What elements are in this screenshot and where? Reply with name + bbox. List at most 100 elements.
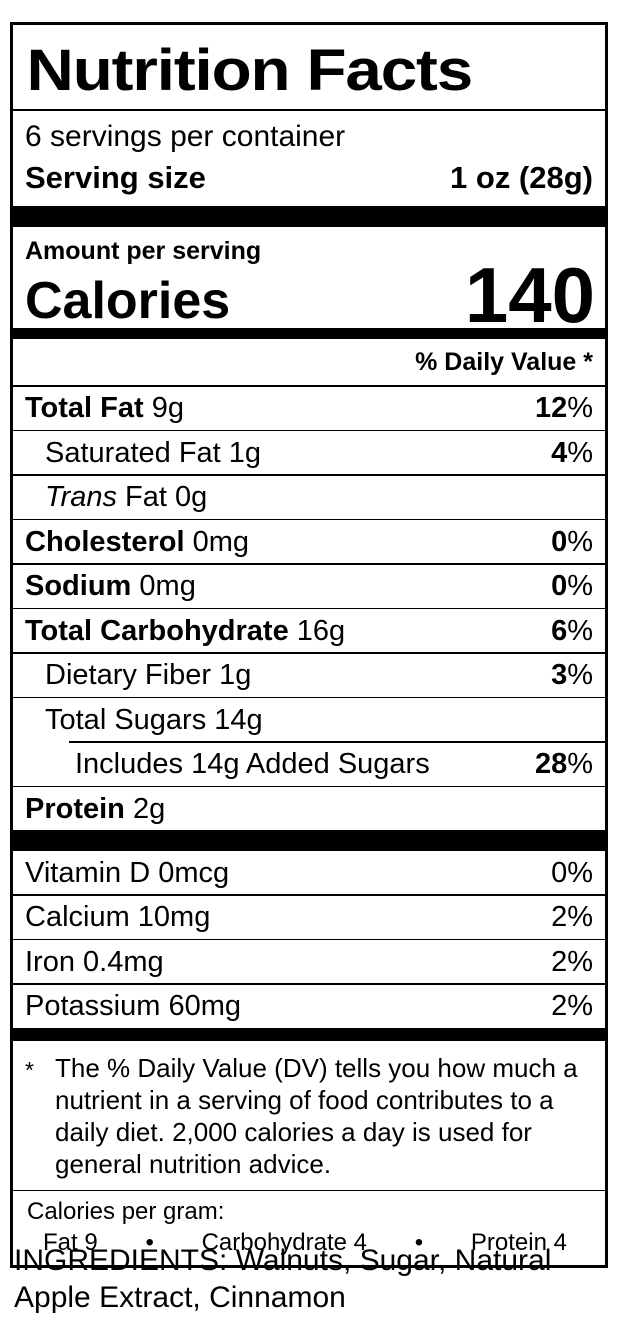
daily-value-number: 12 [534,392,568,424]
daily-value: 2% [551,900,593,934]
row-divider [13,518,605,520]
nutrient-row-total-sugars: Total Sugars 14g [13,698,605,741]
nutrient-amount: 2g [132,792,166,825]
daily-value-header: % Daily Value * [415,348,593,376]
footnote-text: The % Daily Value (DV) tells you how muc… [55,1052,578,1179]
nutrient-name: Total Carbohydrate 16g [25,614,345,648]
vitamin-name: Vitamin D 0mcg [25,856,230,889]
nutrient-label: Includes 14g Added Sugars [75,748,430,780]
daily-value: 2% [551,945,593,979]
percent-sign: % [567,436,593,469]
daily-value-number: 0 [551,570,568,602]
nutrient-label-italic: Trans [45,481,117,513]
daily-value: 12% [535,391,593,425]
daily-value-number: 2 [551,945,568,978]
nutrient-amount: 9g [151,392,185,424]
row-divider [13,1189,605,1191]
percent-sign: % [567,525,593,558]
bullet-icon: • [414,1229,424,1256]
nutrient-name: Protein 2g [25,792,165,826]
nutrient-label: Total Carbohydrate [25,614,289,647]
cpg-fat: Fat 9 [43,1229,98,1256]
vitamin-row-vitamin-d: Vitamin D 0mcg 0% [13,851,605,894]
nutrient-name: Trans Fat 0g [25,480,207,514]
footnote-asterisk: * [25,1056,34,1083]
row-divider [13,785,605,787]
row-divider [13,983,605,985]
nutrient-row-total-fat: Total Fat 9g 12% [13,387,605,430]
row-divider [13,385,605,387]
amount-per-serving-label: Amount per serving [25,237,262,265]
nutrient-amount: 1g [219,659,252,691]
cpg-protein: Protein 4 [470,1229,567,1256]
nutrient-label: Sodium [25,570,132,602]
medium-divider [13,1027,605,1041]
vitamin-row-potassium: Potassium 60mg 2% [13,985,605,1028]
thick-divider [13,830,605,851]
daily-value-number: 6 [551,614,568,647]
calories-per-gram-heading: Calories per gram: [27,1198,225,1225]
percent-sign: % [567,990,593,1022]
row-divider [13,607,605,609]
daily-value-number: 2 [551,990,568,1022]
nutrient-row-total-carbohydrate: Total Carbohydrate 16g 6% [13,609,605,652]
vitamin-name: Iron 0.4mg [25,945,164,978]
percent-sign: % [567,614,593,647]
daily-value-number: 28 [534,748,568,780]
nutrient-amount: 16g [296,614,346,647]
cpg-carbohydrate: Carbohydrate 4 [201,1229,368,1256]
nutrient-name: Dietary Fiber 1g [25,658,251,692]
nutrient-row-added-sugars: Includes 14g Added Sugars 28% [13,743,605,786]
percent-sign: % [567,945,593,978]
row-divider [13,474,605,476]
calories-row: Calories 140 [13,250,605,339]
serving-size-value: 1 oz (28g) [450,160,593,195]
nutrient-name: Total Fat 9g [25,391,184,425]
servings-per-container: 6 servings per container [25,120,346,153]
daily-value-footnote: * The % Daily Value (DV) tells you how m… [13,1041,605,1190]
row-divider-indented [69,741,605,743]
daily-value: 0% [551,569,593,603]
percent-sign: % [567,901,593,933]
row-divider [13,938,605,940]
title-divider [13,109,605,111]
label-title: Nutrition Facts [26,38,474,103]
calories-label: Calories [25,271,231,330]
nutrient-amount: 0mg [139,570,196,602]
nutrient-name: Total Sugars 14g [25,703,263,737]
nutrient-amount: 0mg [192,525,250,558]
nutrient-amount: 14g [214,703,263,736]
nutrient-amount: 0g [175,481,208,513]
nutrient-row-cholesterol: Cholesterol 0mg 0% [13,520,605,563]
daily-value: 3% [551,658,593,692]
daily-value: 0% [551,525,593,559]
row-divider [13,429,605,431]
vitamin-row-iron: Iron 0.4mg 2% [13,940,605,983]
vitamin-row-calcium: Calcium 10mg 2% [13,896,605,939]
row-divider [13,652,605,654]
daily-value: 2% [551,989,593,1023]
row-divider [13,563,605,565]
nutrient-label: Protein [25,792,125,825]
nutrient-name: Cholesterol 0mg [25,525,249,559]
nutrient-amount: 1g [228,436,262,469]
daily-value-number: 3 [551,659,568,691]
nutrient-label: Cholesterol [25,525,185,558]
vitamin-name: Calcium 10mg [25,901,211,933]
percent-sign: % [567,748,593,780]
nutrient-name: Includes 14g Added Sugars [25,747,430,781]
nutrient-row-sodium: Sodium 0mg 0% [13,565,605,608]
serving-size-label: Serving size [25,160,206,195]
bullet-icon: • [145,1229,154,1256]
nutrient-label: Fat [125,481,167,513]
calories-value: 140 [464,250,595,339]
nutrient-label: Total Sugars [45,703,207,736]
nutrient-name: Saturated Fat 1g [25,436,261,470]
daily-value: 6% [551,614,593,648]
nutrient-row-protein: Protein 2g [13,787,605,830]
daily-value-number: 0 [551,856,568,889]
row-divider [13,696,605,698]
daily-value: 28% [535,747,593,781]
medium-divider [13,328,605,339]
nutrient-label: Total Fat [25,392,144,424]
